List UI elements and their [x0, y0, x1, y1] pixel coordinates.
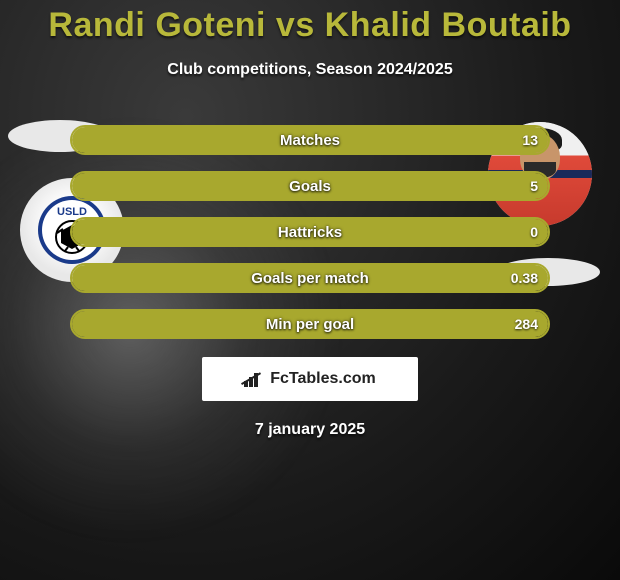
stat-row: Matches13	[70, 125, 550, 155]
snapshot-date: 7 january 2025	[0, 421, 620, 439]
stat-value: 284	[515, 311, 538, 337]
stat-value: 13	[522, 127, 538, 153]
brand-box: FcTables.com	[202, 357, 418, 401]
stat-row: Min per goal284	[70, 309, 550, 339]
stat-label: Min per goal	[72, 311, 548, 337]
stat-label: Matches	[72, 127, 548, 153]
stat-label: Goals per match	[72, 265, 548, 291]
season-subtitle: Club competitions, Season 2024/2025	[0, 61, 620, 79]
stat-row: Hattricks0	[70, 217, 550, 247]
stat-row: Goals per match0.38	[70, 263, 550, 293]
stat-value: 5	[530, 173, 538, 199]
stat-label: Goals	[72, 173, 548, 199]
bar-chart-trend-icon	[244, 371, 264, 387]
brand-text: FcTables.com	[270, 370, 376, 388]
stat-value: 0.38	[511, 265, 538, 291]
stat-value: 0	[530, 219, 538, 245]
stat-row: Goals5	[70, 171, 550, 201]
stat-label: Hattricks	[72, 219, 548, 245]
infographic-root: Randi Goteni vs Khalid Boutaib Club comp…	[0, 0, 620, 580]
stat-bars: Matches13 Goals5 Hattricks0 Goals per match…	[70, 125, 550, 339]
comparison-title: Randi Goteni vs Khalid Boutaib	[0, 6, 620, 45]
